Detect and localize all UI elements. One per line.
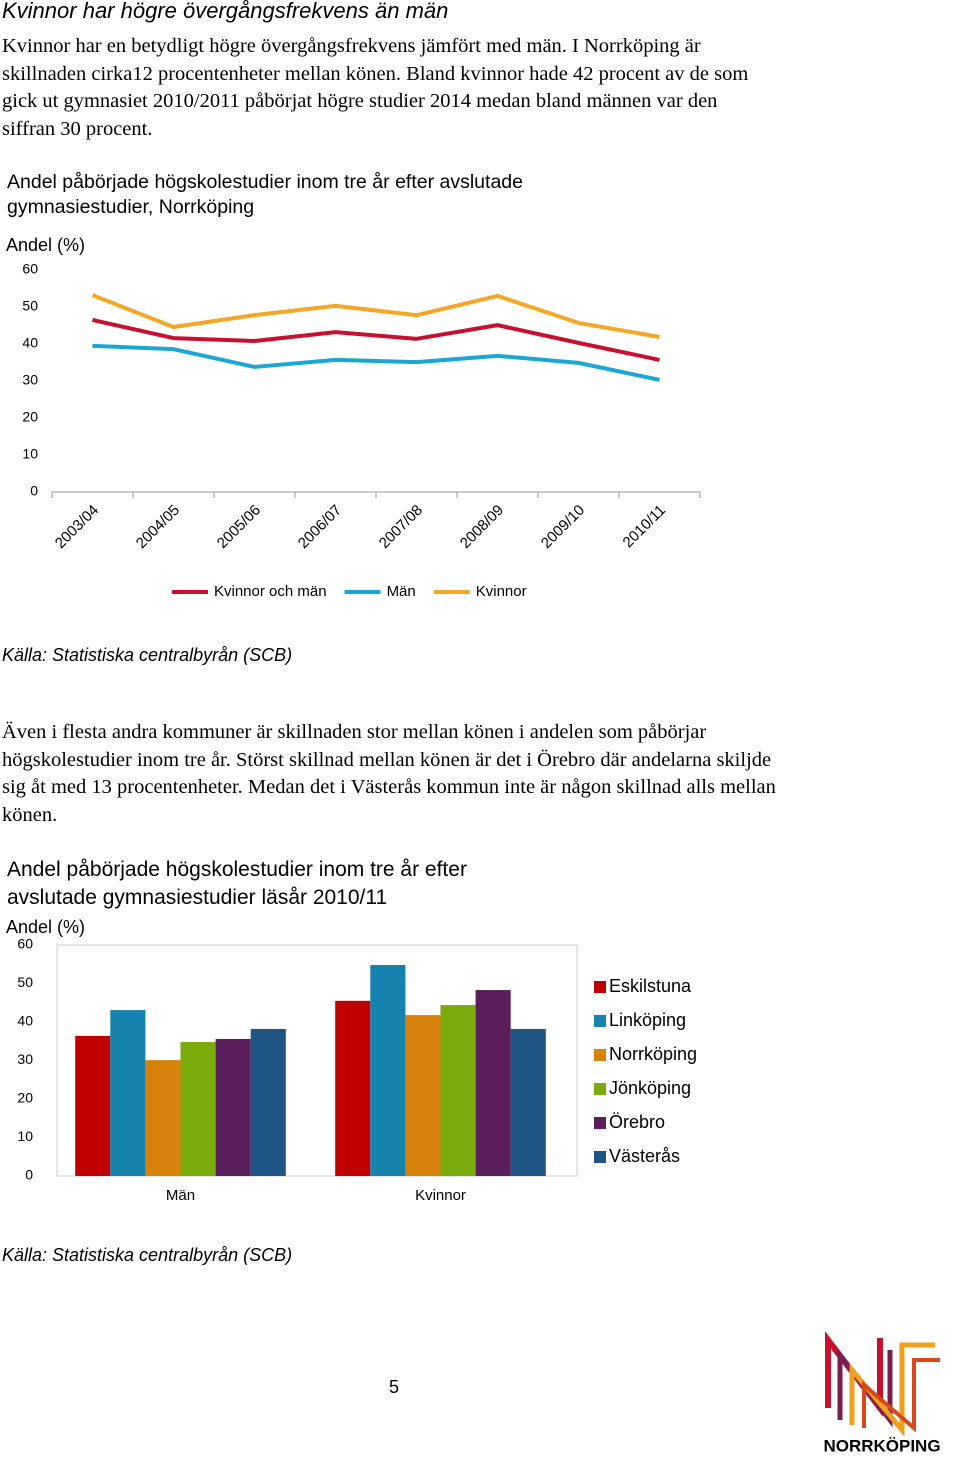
legend-swatch xyxy=(594,1049,606,1061)
y-tick-label: 60 xyxy=(17,936,33,952)
y-axis-label: Andel (%) xyxy=(6,917,85,937)
bar xyxy=(145,1060,181,1176)
y-tick-label: 50 xyxy=(22,298,38,314)
chart-title: Andel påbörjade högskolestudier inom tre… xyxy=(7,171,523,218)
bar xyxy=(180,1042,216,1176)
legend-label: Linköping xyxy=(609,1010,686,1030)
chart-title: Andel påbörjade högskolestudier inom tre… xyxy=(7,858,467,909)
legend-swatch xyxy=(594,1117,606,1129)
y-tick-label: 0 xyxy=(25,1167,33,1183)
legend-label: Eskilstuna xyxy=(609,976,692,996)
legend-label: Kvinnor och män xyxy=(214,583,327,600)
source: Källa: Statistiska centralbyrån (SCB) xyxy=(2,1245,293,1265)
x-tick-label: 2009/10 xyxy=(538,502,588,552)
x-tick-label: 2007/08 xyxy=(376,502,426,552)
logo-text: NORRKÖPING xyxy=(823,1436,940,1455)
y-tick-label: 0 xyxy=(30,483,38,499)
x-tick-label: 2006/07 xyxy=(295,502,345,552)
bar xyxy=(405,1015,441,1176)
line-series xyxy=(92,343,660,382)
legend-label: Västerås xyxy=(609,1146,680,1166)
paragraph: Även i flesta andra kommuner är skillnad… xyxy=(2,721,776,826)
heading: Kvinnor har högre övergångsfrekvens än m… xyxy=(2,0,449,23)
legend-label: Jönköping xyxy=(609,1078,691,1098)
y-tick-label: 60 xyxy=(22,261,38,277)
bar xyxy=(475,990,511,1176)
legend-label: Kvinnor xyxy=(476,583,527,600)
y-tick-label: 40 xyxy=(17,1013,33,1029)
y-tick-label: 30 xyxy=(22,372,38,388)
line-series xyxy=(92,317,660,362)
legend-swatch xyxy=(594,981,606,993)
bar xyxy=(370,965,406,1176)
x-tick-label: 2008/09 xyxy=(457,502,507,552)
page-number: 5 xyxy=(389,1377,400,1397)
y-tick-label: 20 xyxy=(22,409,38,425)
legend-label: Örebro xyxy=(609,1112,665,1132)
legend-swatch xyxy=(594,1083,606,1095)
x-tick-label: 2005/06 xyxy=(214,502,264,552)
line-series xyxy=(91,293,660,339)
bar xyxy=(110,1010,146,1176)
legend-label: Män xyxy=(387,583,416,600)
y-tick-label: 20 xyxy=(17,1090,33,1106)
y-axis-label: Andel (%) xyxy=(6,235,85,255)
x-tick-label: 2004/05 xyxy=(133,502,183,552)
bar xyxy=(250,1028,286,1176)
y-tick-label: 10 xyxy=(17,1128,33,1144)
plot-frame xyxy=(56,944,578,1177)
y-tick-label: 40 xyxy=(22,335,38,351)
source: Källa: Statistiska centralbyrån (SCB) xyxy=(2,645,293,665)
legend-swatch xyxy=(594,1015,606,1027)
x-tick-label: Män xyxy=(166,1187,195,1204)
y-tick-label: 30 xyxy=(17,1051,33,1067)
bar xyxy=(440,1005,476,1176)
paragraph: Kvinnor har en betydligt högre övergångs… xyxy=(2,35,749,140)
logo-stroke xyxy=(849,1342,935,1437)
bar xyxy=(75,1035,111,1176)
legend-swatch xyxy=(594,1151,606,1163)
bar xyxy=(215,1038,251,1176)
x-tick-label: 2010/11 xyxy=(620,502,670,552)
y-tick-label: 10 xyxy=(22,446,38,462)
logo-stroke xyxy=(862,1358,940,1433)
logo: NORRKÖPING xyxy=(823,1331,941,1455)
x-tick-label: Kvinnor xyxy=(415,1187,466,1204)
x-tick-label: 2003/04 xyxy=(52,502,102,552)
bar xyxy=(510,1028,546,1176)
legend-label: Norrköping xyxy=(609,1044,697,1064)
bar xyxy=(335,1000,371,1176)
y-tick-label: 50 xyxy=(17,974,33,990)
